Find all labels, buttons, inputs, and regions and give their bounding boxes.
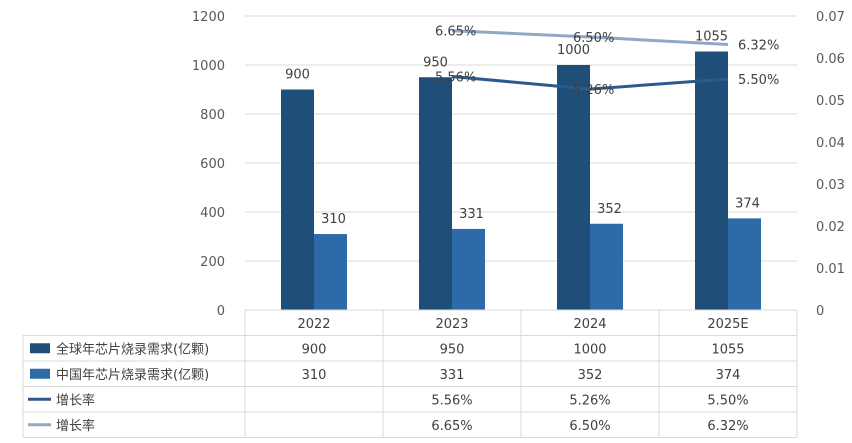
bar: [419, 77, 452, 310]
bar-data-label: 1055: [695, 30, 728, 45]
category-label: 2022: [297, 317, 330, 332]
legend-label: 中国年芯片烧录需求(亿颗): [56, 368, 209, 383]
bar: [590, 223, 623, 310]
table-cell: 352: [578, 368, 603, 383]
bar-data-label: 950: [423, 55, 448, 70]
table-cell: 1055: [711, 342, 744, 357]
growth-rate-line: [451, 29, 729, 47]
table-cell: 5.56%: [431, 393, 472, 408]
bar: [314, 234, 347, 310]
bar: [557, 65, 590, 310]
line-data-label: 6.50%: [573, 31, 614, 46]
table-cell: 5.26%: [569, 393, 610, 408]
bar: [281, 89, 314, 310]
right-tick-label: 0.06: [816, 52, 845, 67]
left-tick-label: 0: [217, 304, 225, 319]
table-cell: 310: [302, 368, 327, 383]
line-data-label: 5.50%: [738, 73, 779, 88]
left-tick-label: 800: [200, 108, 225, 123]
bar: [695, 51, 728, 311]
category-label: 2024: [573, 317, 606, 332]
bar-data-label: 331: [459, 207, 484, 222]
right-tick-label: 0: [816, 304, 824, 319]
lines: [451, 29, 729, 91]
right-tick-label: 0.04: [816, 136, 845, 151]
left-tick-label: 1200: [192, 10, 225, 25]
legend-label: 增长率: [56, 392, 95, 408]
bars: [281, 51, 761, 311]
line-data-label: 5.26%: [573, 83, 614, 98]
legend-label: 增长率: [56, 418, 95, 434]
category-label: 2023: [435, 317, 468, 332]
table-cell: 6.50%: [569, 419, 610, 434]
bar-data-label: 374: [735, 196, 760, 211]
right-axis: 0 0.01 0.02 0.03 0.04 0.05 0.06 0.07: [816, 10, 845, 319]
table-cell: 6.32%: [707, 419, 748, 434]
table-cell: 950: [440, 342, 465, 357]
left-tick-label: 200: [200, 255, 225, 270]
table-cell: 900: [302, 342, 327, 357]
data-table: 2022 2023 2024 2025E 全球年芯片烧录需求(亿颗) 900 950 1000…: [22, 309, 798, 438]
table-cell: 5.50%: [707, 393, 748, 408]
left-axis: 0 200 400 600 800 1000 1200: [192, 10, 225, 319]
legend-swatch: [30, 368, 50, 379]
left-tick-label: 400: [200, 206, 225, 221]
left-tick-label: 600: [200, 157, 225, 172]
growth-rate-line: [451, 74, 729, 91]
legend-label: 全球年芯片烧录需求(亿颗): [56, 341, 209, 357]
right-tick-label: 0.02: [816, 220, 845, 235]
bar-data-label: 352: [597, 202, 622, 217]
line-data-label: 6.32%: [738, 39, 779, 54]
category-label: 2025E: [707, 317, 748, 332]
line-data-label: 5.56%: [435, 70, 476, 85]
table-cell: 374: [716, 368, 741, 383]
table-cell: 1000: [573, 342, 606, 357]
bar: [728, 218, 761, 310]
line-data-label: 6.65%: [435, 25, 476, 40]
right-tick-label: 0.03: [816, 178, 845, 193]
table-cell: 331: [440, 368, 465, 383]
bar-data-label: 1000: [557, 43, 590, 58]
right-tick-label: 0.07: [816, 10, 845, 25]
bar-data-label: 310: [321, 212, 346, 227]
data-labels: 900 950 1000 1055 310 331 352 374 5.56% 5.26% 5.50…: [285, 25, 779, 227]
bar-data-label: 900: [285, 68, 310, 83]
left-tick-label: 1000: [192, 59, 225, 74]
bar: [452, 228, 485, 310]
right-tick-label: 0.01: [816, 262, 845, 277]
right-tick-label: 0.05: [816, 94, 845, 109]
table-cell: 6.65%: [431, 419, 472, 434]
legend-swatch: [30, 343, 50, 354]
